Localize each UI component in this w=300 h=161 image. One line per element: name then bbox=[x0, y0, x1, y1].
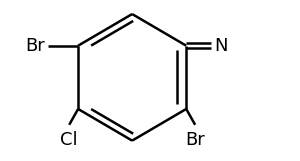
Text: Br: Br bbox=[185, 131, 205, 149]
Text: N: N bbox=[214, 37, 228, 55]
Text: Cl: Cl bbox=[60, 131, 78, 149]
Text: Br: Br bbox=[26, 37, 45, 55]
